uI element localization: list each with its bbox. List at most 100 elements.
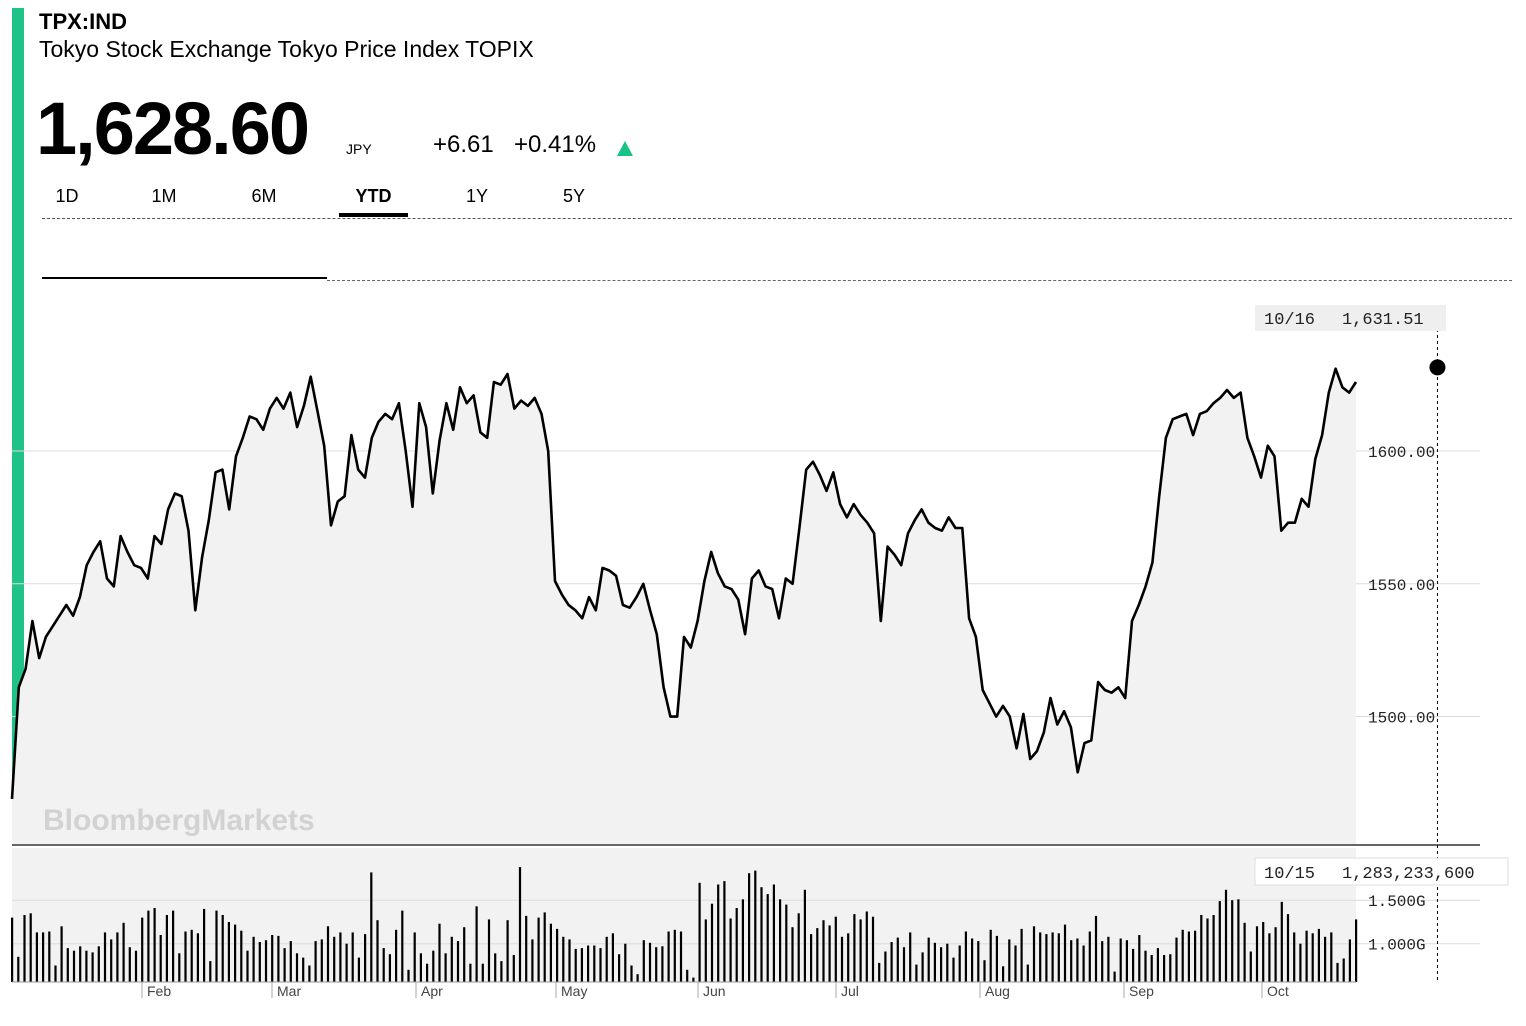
- volume-bar: [1218, 901, 1221, 982]
- volume-bar: [741, 899, 744, 982]
- volume-bar: [1057, 933, 1060, 982]
- volume-bar: [1200, 915, 1203, 982]
- volume-bar: [357, 957, 360, 982]
- volume-bar: [85, 950, 88, 982]
- volume-bar: [1002, 966, 1005, 982]
- volume-bar: [884, 951, 887, 982]
- volume-bar: [110, 939, 113, 982]
- volume-bar: [735, 908, 738, 982]
- volume-bar: [469, 963, 472, 982]
- volume-bar: [1280, 901, 1283, 982]
- month-label: Jul: [841, 983, 859, 999]
- volume-bar: [587, 945, 590, 982]
- sub-tab-indicator: [42, 277, 327, 279]
- volume-bar: [209, 961, 212, 982]
- volume-bar: [302, 957, 305, 982]
- volume-bar: [190, 929, 193, 982]
- volume-bar: [593, 945, 596, 982]
- tab-1m[interactable]: 1M: [151, 186, 177, 206]
- volume-bar: [23, 915, 26, 982]
- volume-bar: [1224, 889, 1228, 982]
- volume-bar: [977, 941, 980, 982]
- accent-bar: [12, 8, 24, 844]
- volume-bar: [964, 931, 967, 982]
- volume-bar: [1175, 937, 1178, 982]
- tab-1d[interactable]: 1D: [55, 186, 79, 206]
- volume-bar: [1051, 932, 1054, 982]
- volume-bar: [444, 953, 447, 982]
- volume-bar: [667, 931, 670, 982]
- volume-bar: [401, 910, 404, 982]
- tab-6m[interactable]: 6M: [251, 186, 277, 206]
- volume-bar: [450, 936, 453, 982]
- volume-bar: [1311, 933, 1314, 982]
- volume-bar: [1317, 928, 1320, 982]
- tab-ytd[interactable]: YTD: [355, 186, 392, 206]
- volume-bar: [295, 953, 299, 982]
- volume-bar: [153, 908, 156, 982]
- volume-bar: [48, 931, 51, 982]
- active-tab-indicator: [339, 213, 408, 217]
- volume-bar: [636, 974, 639, 982]
- price-change: +6.61: [433, 131, 494, 158]
- volume-bar: [878, 962, 881, 982]
- volume-bar: [66, 948, 69, 982]
- volume-bar: [97, 946, 100, 982]
- volume-bar: [754, 870, 757, 982]
- volume-panel-background: [12, 848, 1356, 982]
- volume-bar: [184, 931, 187, 982]
- volume-bar: [549, 923, 552, 982]
- month-label: May: [561, 983, 587, 999]
- volume-bar: [116, 932, 119, 982]
- volume-bar: [159, 935, 162, 982]
- volume-bar: [1274, 927, 1277, 982]
- instrument-name: Tokyo Stock Exchange Tokyo Price Index T…: [39, 36, 534, 62]
- price-tooltip: 10/16 1,631.51: [1255, 305, 1446, 331]
- volume-bar: [983, 960, 986, 982]
- month-label: Apr: [421, 983, 443, 999]
- volume-bar: [785, 904, 788, 982]
- volume-bar: [816, 928, 819, 982]
- volume-bar: [1163, 955, 1166, 982]
- volume-bar: [729, 918, 732, 982]
- volume-bar: [896, 937, 899, 982]
- volume-bar: [853, 914, 856, 982]
- ticker-symbol: TPX:IND: [39, 9, 127, 34]
- price-change-percent: +0.41%: [514, 131, 597, 158]
- volume-bar: [940, 947, 943, 982]
- tab-1y[interactable]: 1Y: [465, 186, 489, 206]
- volume-bar: [11, 917, 14, 982]
- month-label: Aug: [985, 983, 1010, 999]
- volume-bar: [240, 930, 243, 982]
- volume-bar: [1324, 936, 1327, 982]
- volume-bar: [1187, 931, 1190, 982]
- sub-tab-divider: [327, 280, 1512, 281]
- volume-bar: [971, 938, 974, 982]
- volume-bar: [277, 935, 280, 982]
- volume-bar: [289, 941, 292, 982]
- volume-bar: [946, 943, 949, 982]
- volume-bar: [630, 965, 633, 982]
- volume-bar: [122, 922, 125, 982]
- volume-bar: [995, 935, 998, 982]
- tab-5y[interactable]: 5Y: [562, 186, 586, 206]
- volume-bar: [1255, 926, 1259, 982]
- volume-bar: [1113, 971, 1116, 982]
- volume-bar: [915, 964, 918, 982]
- tab-divider: [42, 218, 1512, 219]
- volume-bar: [1014, 945, 1017, 982]
- volume-bar: [1336, 962, 1339, 982]
- volume-bar: [1088, 931, 1091, 982]
- volume-bar: [1262, 922, 1265, 982]
- volume-bar: [419, 953, 422, 982]
- volume-bar: [1268, 933, 1271, 982]
- volume-bar: [413, 932, 416, 982]
- volume-bar: [1348, 939, 1351, 982]
- volume-bar: [60, 926, 63, 982]
- volume-bar: [1194, 930, 1197, 982]
- volume-bar: [810, 934, 813, 982]
- volume-bar: [1342, 958, 1345, 982]
- volume-bar: [203, 908, 206, 982]
- volume-bar: [345, 943, 348, 982]
